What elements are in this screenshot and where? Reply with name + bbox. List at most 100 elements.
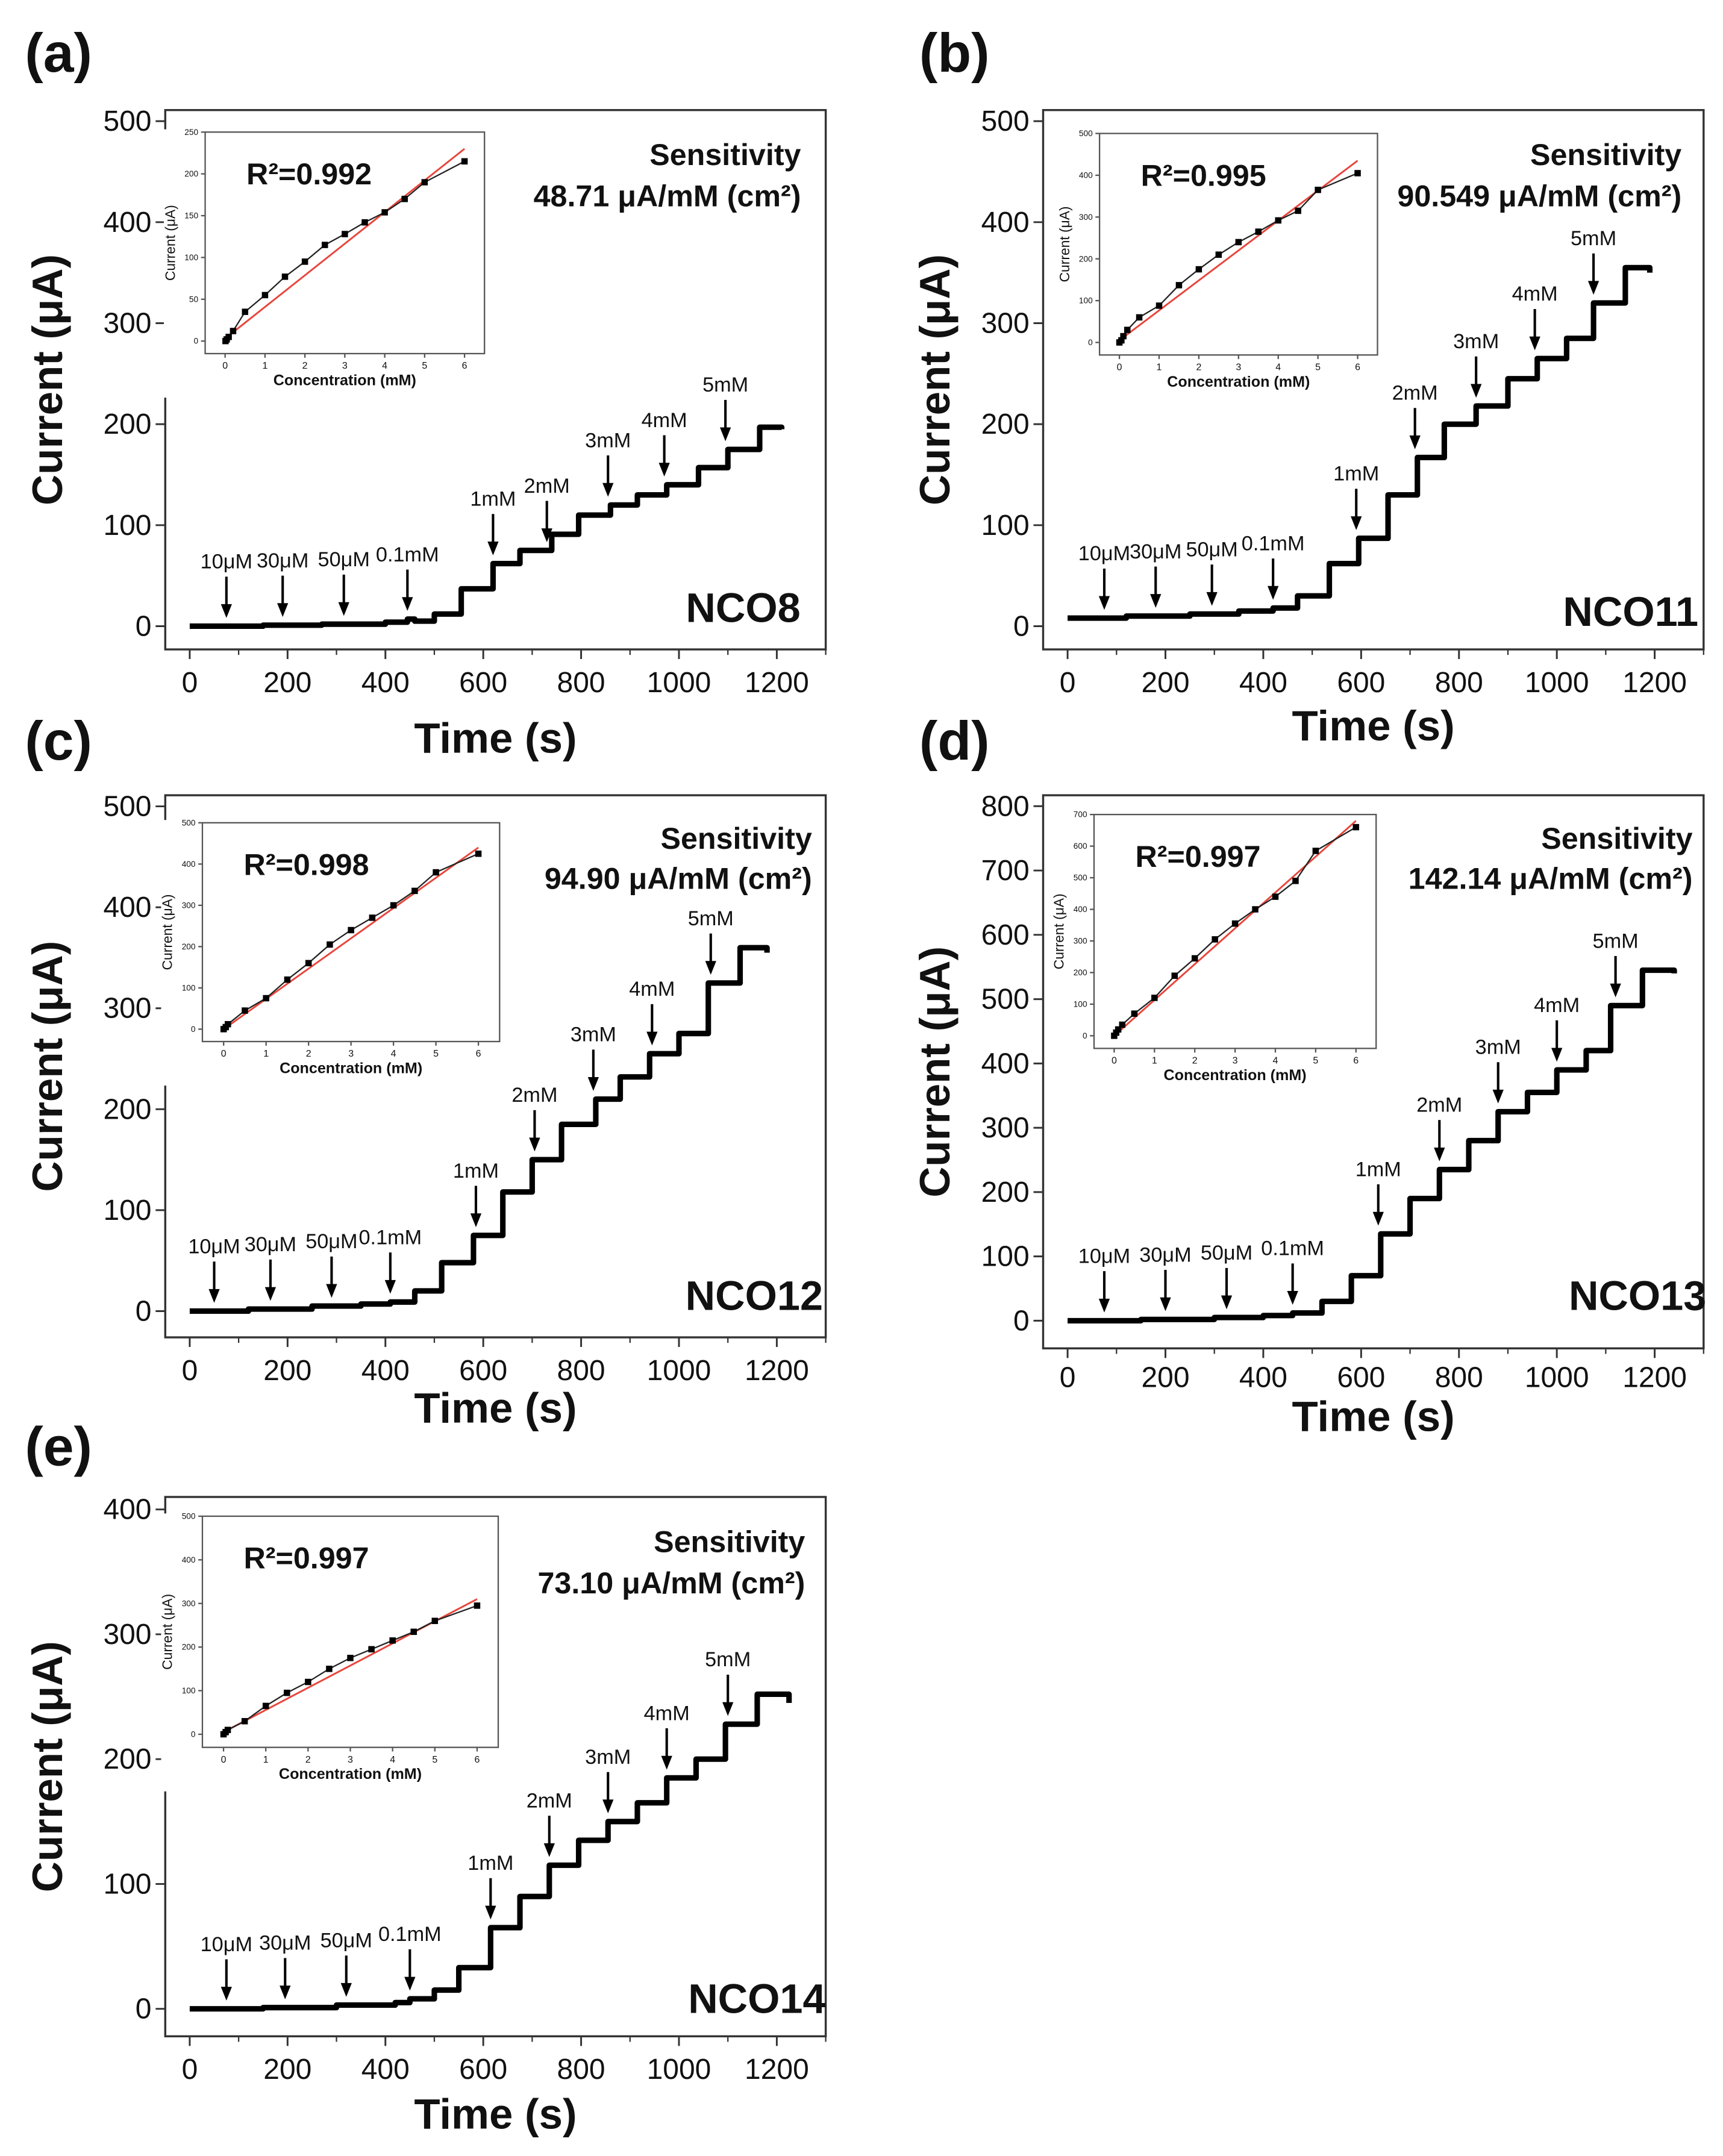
sensitivity-value: 94.90 μA/mM (cm²) [545, 861, 812, 895]
arrow-head-icon [720, 427, 731, 442]
inset-x-tick-label: 4 [1273, 1056, 1278, 1066]
calibration-point [284, 976, 291, 983]
calibration-point [475, 850, 482, 857]
inset-y-tick-label: 400 [1074, 905, 1087, 914]
y-tick-label: 200 [103, 1743, 151, 1775]
calibration-point [421, 179, 428, 186]
inset-y-tick-label: 500 [182, 818, 196, 827]
sensitivity-label: Sensitivity [649, 138, 801, 172]
x-tick-label: 200 [263, 2054, 311, 2086]
y-tick-label: 100 [103, 1868, 151, 1900]
sample-label: NCO12 [686, 1272, 823, 1319]
calibration-point [1131, 1010, 1138, 1017]
amperometric-trace [189, 945, 770, 1314]
inset-y-tick-label: 300 [1079, 213, 1093, 222]
injection-label: 1mM [467, 1852, 513, 1875]
inset-y-tick-label: 100 [182, 983, 196, 992]
x-axis-label: Time (s) [1292, 1393, 1455, 1440]
x-tick-label: 1000 [1525, 1361, 1589, 1393]
inset-x-tick-label: 6 [462, 361, 467, 371]
calibration-point [301, 258, 308, 265]
x-tick-label: 800 [1435, 1361, 1483, 1393]
arrow-head-icon [340, 1983, 352, 1997]
x-tick-label: 0 [182, 2054, 198, 2086]
injection-label: 5mM [702, 373, 748, 396]
calibration-point [242, 1007, 248, 1014]
calibration-inset: 0 1 2 3 4 5 6 0 50 100 150 200 250 Concentration (mM)… [162, 128, 493, 398]
injection-label: 30μM [1130, 540, 1181, 563]
calibration-point [1136, 314, 1143, 321]
inset-y-axis-label: Current (μA) [162, 205, 178, 281]
y-axis-label: Current (μA) [24, 1641, 72, 1892]
amperometric-trace [189, 1691, 792, 2012]
inset-y-tick-label: 700 [1074, 810, 1087, 819]
calibration-point [284, 1689, 290, 1696]
arrow-head-icon [384, 1280, 396, 1294]
x-axis-label: Time (s) [414, 2090, 577, 2138]
injection-label: 50μM [1201, 1242, 1252, 1264]
y-axis-label: Current (μA) [24, 941, 72, 1192]
x-tick-label: 200 [263, 1355, 311, 1387]
inset-x-tick-label: 4 [390, 1755, 395, 1765]
inset-x-tick-label: 0 [221, 1049, 227, 1059]
injection-label: 30μM [245, 1233, 296, 1256]
arrow-head-icon [1206, 592, 1218, 606]
calibration-point [281, 273, 289, 280]
arrow-head-icon [587, 1077, 599, 1091]
y-tick-label: 700 [981, 855, 1030, 887]
y-tick-label: 200 [981, 1176, 1030, 1208]
injection-label: 4mM [644, 1702, 690, 1725]
sensitivity-value: 73.10 μA/mM (cm²) [537, 1566, 805, 1600]
inset-x-tick-label: 4 [1275, 362, 1281, 372]
inset-x-tick-label: 1 [263, 1755, 269, 1765]
y-tick-label: 100 [981, 510, 1030, 542]
inset-y-tick-label: 100 [182, 1686, 196, 1695]
calibration-point [1235, 239, 1242, 246]
injection-label: 0.1mM [1242, 532, 1305, 555]
arrow-head-icon [529, 1137, 540, 1152]
inset-x-tick-label: 5 [1315, 362, 1321, 372]
y-tick-label: 200 [103, 1093, 151, 1125]
x-tick-label: 600 [459, 2054, 507, 2086]
injection-label: 2mM [527, 1789, 572, 1812]
y-tick-label: 100 [981, 1241, 1030, 1273]
calibration-inset: 0 1 2 3 4 5 6 0 100 200 300 400 500 Concentration (mM… [160, 818, 508, 1086]
injection-label: 3mM [1453, 330, 1499, 353]
injection-label: 2mM [1392, 382, 1438, 405]
y-tick-label: 400 [103, 1494, 151, 1526]
injection-label: 4mM [1512, 283, 1558, 305]
y-tick-label: 500 [981, 984, 1030, 1016]
inset-y-tick-label: 0 [193, 337, 198, 346]
calibration-point [369, 914, 376, 921]
inset-y-tick-label: 100 [1074, 1000, 1087, 1009]
y-tick-label: 500 [981, 105, 1030, 137]
x-tick-label: 400 [361, 1355, 410, 1387]
y-tick-label: 500 [103, 791, 151, 823]
arrow-head-icon [1287, 1291, 1298, 1305]
x-axis-label: Time (s) [414, 714, 577, 762]
calibration-point [1195, 266, 1202, 273]
injection-label: 1mM [470, 488, 516, 511]
injection-label: 50μM [318, 548, 370, 571]
calibration-point [1315, 186, 1321, 193]
inset-x-tick-label: 1 [1152, 1056, 1157, 1066]
y-tick-label: 0 [1013, 610, 1030, 642]
calibration-point [347, 1654, 354, 1661]
x-tick-label: 400 [1239, 667, 1287, 699]
calibration-point [1155, 302, 1163, 309]
inset-x-tick-label: 2 [306, 1049, 311, 1059]
calibration-point [1255, 228, 1262, 235]
panel-label: (a) [25, 22, 92, 84]
arrow-head-icon [1372, 1211, 1384, 1226]
calibration-point [431, 1617, 439, 1624]
inset-x-axis-label: Concentration (mM) [274, 372, 416, 389]
calibration-point [381, 209, 388, 216]
arrow-head-icon [661, 1755, 672, 1770]
injection-label: 2mM [1416, 1094, 1462, 1117]
arrow-head-icon [1492, 1089, 1504, 1104]
inset-x-tick-label: 0 [222, 361, 228, 371]
arrow-head-icon [1268, 586, 1279, 600]
r-squared-label: R²=0.992 [246, 157, 372, 191]
x-tick-label: 1200 [1622, 667, 1687, 699]
sensitivity-value: 90.549 μA/mM (cm²) [1397, 180, 1681, 213]
